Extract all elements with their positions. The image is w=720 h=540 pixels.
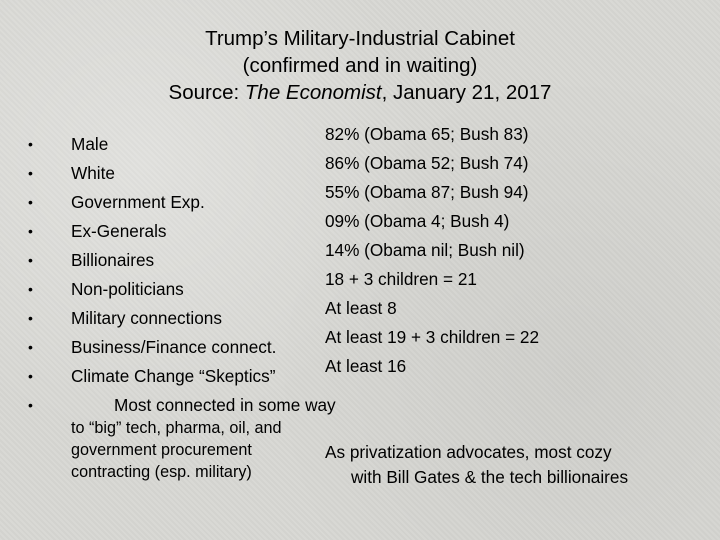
privatization-note: As privatization advocates, most cozy wi… — [325, 440, 705, 490]
category-label: Billionaires — [71, 250, 155, 270]
source-line: Source: The Economist, January 21, 2017 — [0, 79, 720, 106]
statistic-value: 14% (Obama nil; Bush nil) — [325, 240, 525, 260]
category-label: Climate Change “Skeptics” — [71, 366, 276, 386]
category-list: • Male • White • Government Exp. • Ex-Genera… — [28, 130, 358, 483]
category-sub-line: government procurement — [71, 441, 252, 459]
category-label: Military connections — [71, 308, 222, 328]
statistic-value: At least 19 + 3 children = 22 — [325, 327, 540, 347]
bullet-icon: • — [28, 223, 33, 239]
bullet-icon: • — [28, 136, 33, 152]
bullet-icon: • — [28, 368, 33, 384]
bullet-icon: • — [28, 165, 33, 181]
source-publication: The Economist — [244, 81, 382, 104]
bullet-icon: • — [28, 310, 33, 326]
category-sub-line: to “big” tech, pharma, oil, and — [71, 419, 282, 437]
bullet-icon: • — [28, 252, 33, 268]
bullet-icon: • — [28, 397, 33, 413]
list-item: • Male — [28, 130, 358, 159]
category-label: White — [71, 163, 115, 183]
category-label: Business/Finance connect. — [71, 337, 277, 357]
title-line-2: (confirmed and in waiting) — [242, 54, 478, 77]
category-label: Non-politicians — [71, 279, 184, 299]
list-item: • Non-politicians — [28, 275, 358, 304]
category-label: Most connected in some way — [114, 395, 336, 415]
note-line-1: As privatization advocates, most cozy — [325, 442, 612, 462]
category-label: Male — [71, 134, 109, 154]
list-item: • White — [28, 159, 358, 188]
title-line-1: Trump’s Military-Industrial Cabinet — [205, 27, 515, 50]
statistic-value: 09% (Obama 4; Bush 4) — [325, 211, 510, 231]
statistic-value: At least 8 — [325, 298, 397, 318]
source-suffix: , January 21, 2017 — [381, 81, 552, 104]
category-label: Ex-Generals — [71, 221, 167, 241]
statistic-value: 18 + 3 children = 21 — [325, 269, 477, 289]
bullet-icon: • — [28, 194, 33, 210]
statistics-list: 82% (Obama 65; Bush 83) 86% (Obama 52; B… — [325, 120, 705, 381]
category-sub-line: contracting (esp. military) — [71, 463, 252, 481]
statistic-value: 82% (Obama 65; Bush 83) — [325, 124, 529, 144]
list-item: • Military connections — [28, 304, 358, 333]
list-item: • Climate Change “Skeptics” — [28, 362, 358, 391]
statistic-value: 55% (Obama 87; Bush 94) — [325, 182, 529, 202]
list-item: • Government Exp. — [28, 188, 358, 217]
note-line-2: with Bill Gates & the tech billionaires — [351, 467, 629, 487]
slide-title: Trump’s Military-Industrial Cabinet (con… — [0, 25, 720, 106]
list-item: • Ex-Generals — [28, 217, 358, 246]
list-item: • Most connected in some way to “big” te… — [28, 391, 358, 483]
statistic-value: At least 16 — [325, 356, 407, 376]
statistic-value: 86% (Obama 52; Bush 74) — [325, 153, 529, 173]
source-prefix: Source: — [168, 81, 245, 104]
category-label: Government Exp. — [71, 192, 205, 212]
list-item: • Business/Finance connect. — [28, 333, 358, 362]
bullet-icon: • — [28, 339, 33, 355]
list-item: • Billionaires — [28, 246, 358, 275]
bullet-icon: • — [28, 281, 33, 297]
